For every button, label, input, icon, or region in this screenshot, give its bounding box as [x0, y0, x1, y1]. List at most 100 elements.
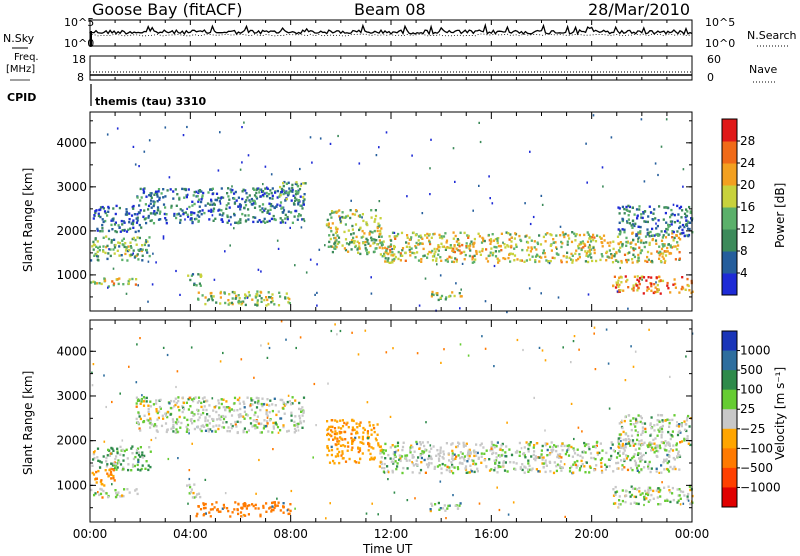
power-cell: [302, 202, 305, 205]
power-cell: [534, 260, 537, 264]
power-cell: [679, 238, 682, 241]
power-cell: [252, 220, 255, 224]
power-cell: [350, 239, 354, 242]
power-cell: [625, 258, 628, 262]
power-scatter-cell: [541, 203, 544, 206]
vel-cell: [185, 425, 188, 429]
vel-scatter-cell: [295, 346, 297, 350]
power-cell: [401, 254, 404, 257]
power-cell: [626, 221, 629, 224]
power-cell: [393, 236, 397, 239]
power-cell: [632, 289, 635, 292]
power-cell: [451, 249, 454, 252]
power-cell: [304, 182, 307, 185]
power-cell: [288, 297, 291, 301]
power-cell: [120, 219, 123, 223]
power-cell: [655, 233, 658, 236]
vel-cell: [392, 457, 395, 461]
vel-cell: [170, 427, 173, 431]
power-cell: [268, 212, 271, 215]
power-cell: [497, 261, 500, 264]
vel-cell: [137, 422, 140, 425]
power-cell: [364, 243, 367, 247]
vel-cell: [682, 490, 685, 494]
power-cell: [424, 234, 427, 237]
power-cell: [586, 240, 590, 243]
power-scatter-cell: [455, 282, 457, 285]
power-cell: [197, 198, 201, 201]
vel-cell: [378, 465, 381, 468]
power-cell: [538, 260, 541, 263]
power-cell: [556, 252, 559, 256]
vel-cell: [440, 467, 443, 470]
power-scatter-cell: [241, 161, 243, 164]
vel-scatter-cell: [364, 329, 367, 332]
power-cell: [331, 222, 334, 225]
vel-scatter-cell: [128, 365, 130, 368]
vel-y-tick-label: 4000: [56, 344, 87, 358]
power-cell: [179, 214, 182, 217]
power-cell: [344, 248, 348, 252]
power-cell: [673, 221, 677, 224]
vel-cell: [451, 442, 454, 445]
power-cell: [580, 248, 583, 251]
vel-cell: [666, 418, 669, 421]
vel-cell: [663, 486, 666, 489]
vel-cell: [391, 469, 394, 473]
power-cell: [141, 248, 144, 251]
vel-cell: [423, 458, 426, 462]
vel-cell: [273, 501, 276, 504]
power-cell: [155, 211, 158, 215]
vel-scatter-cell: [628, 442, 630, 445]
vel-panel-bg: [90, 320, 692, 522]
vel-cell: [396, 444, 399, 448]
power-cell: [360, 236, 363, 239]
vel-cell: [523, 471, 526, 474]
vel-cell: [649, 445, 652, 448]
power-cell: [481, 247, 484, 251]
power-cell: [218, 213, 221, 216]
power-cell: [397, 250, 400, 254]
vel-cell: [237, 503, 240, 506]
vel-cell: [649, 434, 652, 437]
power-cell: [263, 192, 266, 195]
power-cell: [162, 196, 165, 199]
vel-cell: [618, 446, 621, 449]
power-cell: [672, 230, 675, 234]
vel-cell: [609, 457, 613, 460]
vel-cell: [158, 405, 162, 409]
power-cell: [636, 289, 639, 292]
power-cell: [627, 214, 630, 217]
power-cell: [591, 259, 594, 263]
power-cell: [618, 207, 621, 210]
vel-cell: [172, 420, 175, 423]
vel-cell: [344, 430, 347, 434]
vel-cell: [165, 430, 168, 434]
power-cell: [102, 236, 105, 239]
vel-cell: [604, 463, 607, 466]
power-cell: [631, 258, 634, 261]
vel-cell: [526, 443, 530, 446]
vel-cell: [680, 440, 684, 443]
vel-cell: [430, 447, 433, 450]
power-cell: [291, 186, 294, 190]
vel-cell: [647, 493, 650, 497]
power-cell: [214, 198, 217, 202]
power-scatter-cell: [316, 304, 318, 307]
power-cell: [535, 253, 539, 256]
vel-cell: [667, 485, 670, 488]
power-cell: [197, 189, 200, 193]
power-cell: [504, 246, 507, 249]
vel-cell: [227, 509, 230, 513]
power-cell: [504, 257, 507, 261]
power-cell: [669, 245, 672, 249]
vel-cell: [527, 470, 530, 473]
power-cell: [472, 245, 475, 248]
vel-cell: [217, 399, 220, 402]
vel-cell: [429, 508, 432, 511]
vel-cell: [261, 397, 264, 400]
vel-cell: [208, 511, 211, 514]
power-cell: [292, 194, 295, 197]
vel-cell: [265, 411, 268, 414]
vel-cell: [105, 460, 108, 463]
